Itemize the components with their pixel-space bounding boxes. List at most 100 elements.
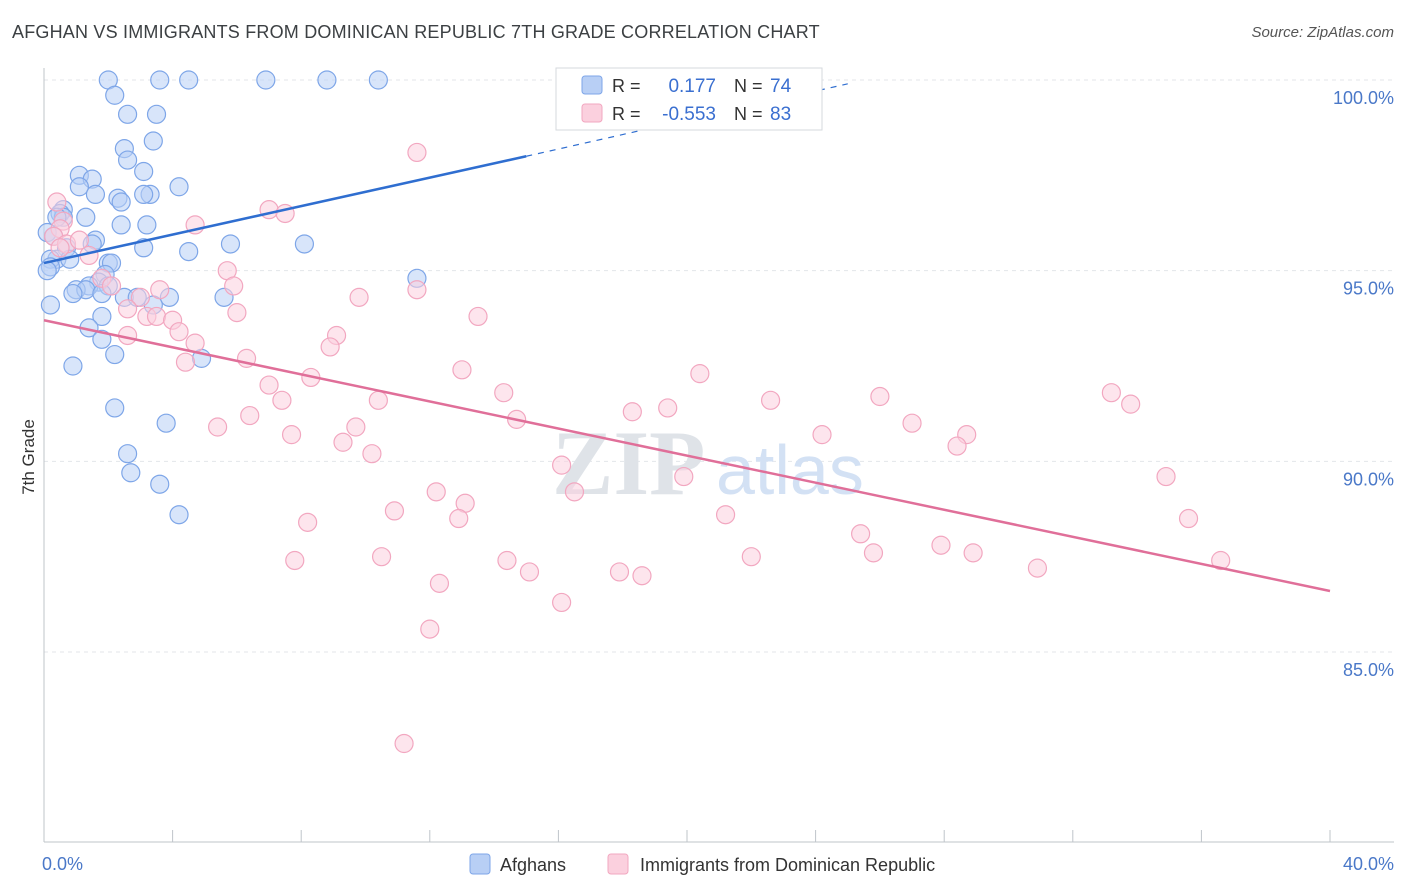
dominican-point [519, 562, 540, 582]
dominican-point [449, 508, 469, 529]
afghans-trend-line [43, 155, 527, 265]
dominican-point [272, 390, 292, 410]
dominican-point [298, 512, 318, 532]
afghans-point [85, 184, 106, 204]
dominican-point [870, 386, 890, 407]
source-credit: Source: ZipAtlas.com [1251, 24, 1394, 41]
dominican-point [407, 280, 427, 300]
afghans-point [368, 70, 388, 90]
dominican-point [497, 550, 517, 571]
dominican-point [812, 425, 832, 445]
dominican-point [285, 550, 305, 571]
legend-dominican-swatch [607, 853, 629, 875]
afghans-point [111, 192, 131, 212]
afghans-point [76, 207, 96, 227]
dominican-point [863, 543, 884, 563]
stats-legend-box: R = 0.177 N = 74 R = -0.553 N = 83 [555, 67, 823, 131]
dominican-point [50, 238, 70, 258]
dominican-point [117, 299, 138, 319]
afghans-point [117, 150, 138, 170]
stat-r-label-0: R = [612, 76, 641, 96]
dominican-point [1027, 558, 1048, 578]
dominican-point [407, 142, 427, 163]
dominican-point [394, 733, 414, 754]
legend-afghans-label: Afghans [500, 855, 566, 875]
dominican-point [690, 364, 710, 384]
dominican-point [760, 390, 781, 410]
dominican-point [963, 543, 983, 563]
dominican-point [130, 287, 151, 307]
y-tick-label: 90.0% [1343, 469, 1394, 489]
afghans-point [169, 505, 189, 525]
afghans-point [134, 238, 154, 258]
dominican-point [208, 417, 228, 437]
dominican-point [259, 375, 279, 395]
dominican-point [902, 413, 922, 433]
afghans-point [134, 161, 154, 182]
afghans-point [294, 234, 315, 254]
dominican-point [349, 287, 369, 307]
dominican-point [632, 566, 652, 586]
y-tick-label: 85.0% [1343, 660, 1394, 680]
afghans-point [137, 215, 157, 235]
afghans-point [317, 70, 337, 90]
y-axis-tick-labels: 85.0% 90.0% 95.0% 100.0% [1333, 88, 1394, 680]
dominican-point [185, 333, 205, 353]
afghans-point [121, 463, 141, 483]
legend-dominican-label: Immigrants from Dominican Republic [640, 855, 935, 875]
dominican-point [1101, 383, 1121, 403]
afghans-point [63, 283, 83, 304]
afghans-point [117, 104, 138, 124]
afghans-point [63, 356, 83, 376]
y-axis-title: 7th Grade [19, 419, 38, 495]
dominican-point [1121, 394, 1141, 414]
dominican-point [47, 192, 67, 212]
dominican-point [552, 455, 572, 475]
dominican-point [429, 573, 450, 593]
afghans-point [117, 444, 138, 464]
afghans-point [156, 413, 176, 433]
dominican-point [368, 390, 388, 410]
afghans-point [179, 70, 199, 90]
dominican-trend-line [43, 319, 1331, 593]
dominican-point [146, 306, 167, 327]
stat-n-label-1: N = [734, 104, 763, 124]
afghans-point [92, 329, 112, 349]
afghans-point [220, 234, 241, 254]
dominican-point [169, 322, 189, 342]
afghans-n-value: 74 [770, 76, 792, 97]
dominican-point [384, 501, 405, 521]
afghans-point [143, 131, 163, 151]
stat-r-label-1: R = [612, 104, 641, 124]
dominican-point [552, 592, 572, 613]
dominican-point [333, 432, 353, 452]
dominican-point [320, 337, 340, 357]
watermark: ZIP atlas [552, 412, 864, 514]
dominican-point [1156, 466, 1176, 487]
dominican-point [281, 425, 302, 445]
x-tick-label-min: 0.0% [42, 854, 83, 874]
dominican-point [622, 402, 642, 422]
afghans-point [179, 242, 199, 262]
dominican-point [69, 230, 89, 250]
afghans-point [146, 104, 167, 124]
watermark-atlas: atlas [716, 431, 864, 509]
chart-title: AFGHAN VS IMMIGRANTS FROM DOMINICAN REPU… [12, 22, 820, 42]
dominican-point [741, 547, 761, 567]
afghans-point [40, 295, 61, 315]
dominican-point [468, 306, 488, 327]
dominican-point [150, 280, 170, 300]
dominican-point [452, 360, 472, 380]
dominican-point [371, 547, 392, 567]
dominican-point [931, 535, 951, 555]
y-tick-label: 100.0% [1333, 88, 1394, 108]
afghans-r-value: 0.177 [668, 76, 716, 97]
dominican-point [494, 383, 514, 403]
afghans-point [150, 70, 170, 90]
dominican-point [564, 482, 585, 502]
afghans-point [69, 177, 89, 197]
trend-lines [43, 83, 1331, 593]
dominican-point [227, 303, 247, 323]
afghans-point [134, 184, 154, 204]
